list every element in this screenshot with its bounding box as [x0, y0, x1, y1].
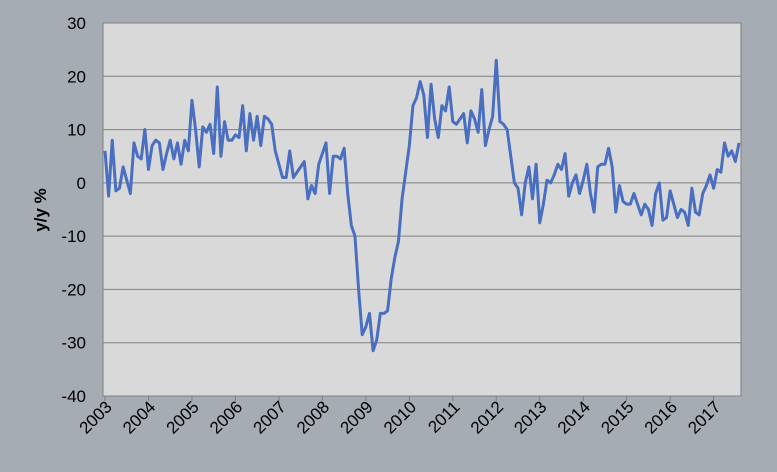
y-tick-label: -40 [61, 387, 86, 406]
y-tick-label: -20 [61, 280, 86, 299]
y-axis-label: y/y % [31, 188, 50, 231]
y-tick-label: 30 [67, 14, 86, 33]
y-tick-label: 20 [67, 67, 86, 86]
line [103, 58, 741, 353]
y-tick-label: -30 [61, 334, 86, 353]
y-tick-label: 0 [77, 174, 86, 193]
plot-area [102, 22, 742, 397]
y-tick-label: 10 [67, 121, 86, 140]
y-tick-label: -10 [61, 227, 86, 246]
